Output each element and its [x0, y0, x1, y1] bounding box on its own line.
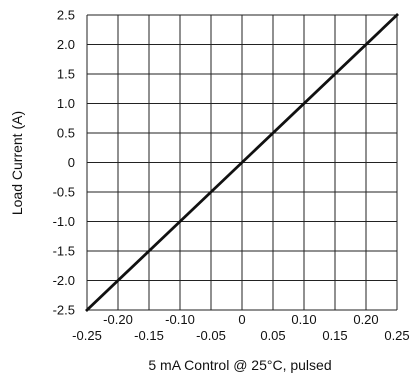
y-tick-label: -1.5 — [53, 244, 75, 259]
grid-layer — [86, 14, 398, 311]
x-tick-label: 0.15 — [322, 328, 347, 343]
y-tick-labels: 2.5 2.0 1.5 1.0 0.5 0 -0.5 -1.0 -1.5 -2.0 -2.5 — [53, 8, 75, 318]
x-tick-label: -0.25 — [72, 328, 102, 343]
y-tick-label: 1.5 — [57, 67, 75, 82]
y-tick-label: 2.0 — [57, 37, 75, 52]
y-tick-label: -0.5 — [53, 185, 75, 200]
x-tick-label: 0.25 — [384, 328, 409, 343]
x-tick-label: -0.20 — [103, 312, 133, 327]
x-tick-labels-upper: -0.20 -0.10 0 0.10 0.20 — [103, 312, 378, 327]
x-tick-label: -0.10 — [165, 312, 195, 327]
x-tick-label: 0 — [238, 312, 245, 327]
y-tick-label: 0.5 — [57, 126, 75, 141]
x-tick-label: 0.05 — [260, 328, 285, 343]
x-tick-label: 0.20 — [353, 312, 378, 327]
x-tick-label: 0.10 — [291, 312, 316, 327]
y-tick-label: 1.0 — [57, 96, 75, 111]
series-line — [85, 13, 399, 312]
y-tick-label: 0 — [68, 155, 75, 170]
series-layer — [85, 13, 399, 312]
x-tick-label: -0.05 — [196, 328, 226, 343]
x-axis-title: 5 mA Control @ 25°C, pulsed — [148, 357, 331, 373]
y-tick-label: -1.0 — [53, 214, 75, 229]
y-axis-title: Load Current (A) — [9, 111, 25, 215]
y-tick-label: 2.5 — [57, 8, 75, 23]
x-tick-labels-lower: -0.25 -0.15 -0.05 0.05 0.15 0.25 — [72, 328, 409, 343]
x-tick-label: -0.15 — [134, 328, 164, 343]
y-tick-label: -2.5 — [53, 303, 75, 318]
y-tick-label: -2.0 — [53, 273, 75, 288]
